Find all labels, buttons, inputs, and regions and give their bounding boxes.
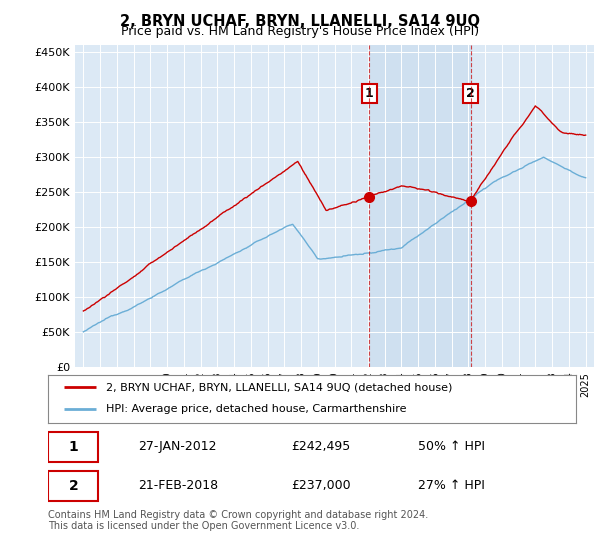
Text: Price paid vs. HM Land Registry's House Price Index (HPI): Price paid vs. HM Land Registry's House … — [121, 25, 479, 38]
Text: 2, BRYN UCHAF, BRYN, LLANELLI, SA14 9UQ (detached house): 2, BRYN UCHAF, BRYN, LLANELLI, SA14 9UQ … — [106, 382, 452, 392]
Text: 2, BRYN UCHAF, BRYN, LLANELLI, SA14 9UQ: 2, BRYN UCHAF, BRYN, LLANELLI, SA14 9UQ — [120, 14, 480, 29]
Text: 50% ↑ HPI: 50% ↑ HPI — [418, 440, 485, 453]
Text: £237,000: £237,000 — [291, 479, 350, 492]
Text: 2: 2 — [466, 87, 475, 100]
Text: 1: 1 — [365, 87, 374, 100]
FancyBboxPatch shape — [48, 432, 98, 461]
Text: 27% ↑ HPI: 27% ↑ HPI — [418, 479, 484, 492]
Text: HPI: Average price, detached house, Carmarthenshire: HPI: Average price, detached house, Carm… — [106, 404, 407, 414]
Text: 1: 1 — [68, 440, 78, 454]
Bar — [369, 45, 470, 367]
FancyBboxPatch shape — [48, 471, 98, 501]
Text: £242,495: £242,495 — [291, 440, 350, 453]
Text: Contains HM Land Registry data © Crown copyright and database right 2024.
This d: Contains HM Land Registry data © Crown c… — [48, 510, 428, 531]
Text: 2: 2 — [68, 479, 78, 493]
Text: 21-FEB-2018: 21-FEB-2018 — [138, 479, 218, 492]
Text: 27-JAN-2012: 27-JAN-2012 — [138, 440, 216, 453]
